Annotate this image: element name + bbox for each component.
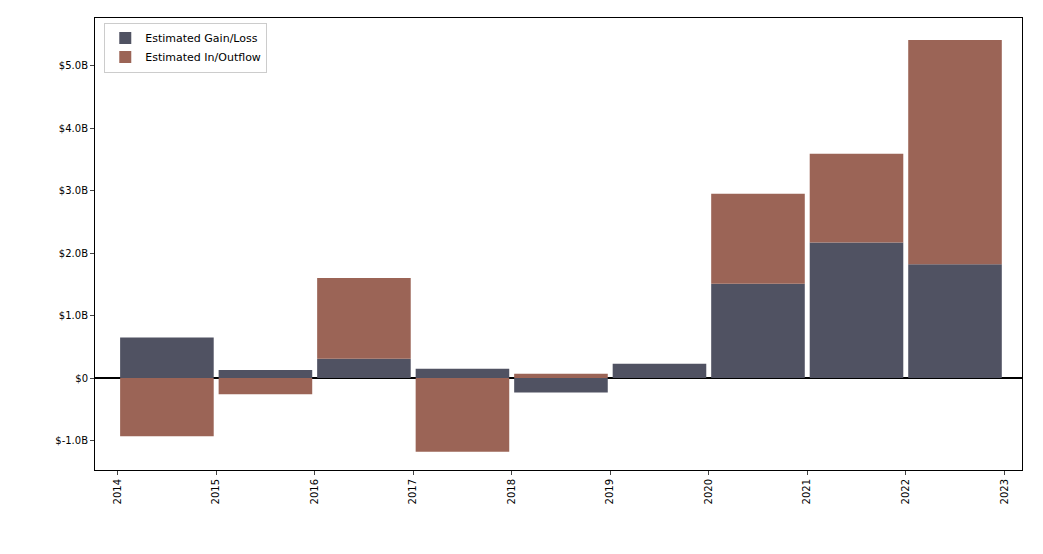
svg-text:2017: 2017 — [407, 479, 418, 504]
svg-text:$5.0B: $5.0B — [59, 60, 88, 71]
svg-text:2018: 2018 — [506, 479, 517, 504]
svg-text:Estimated Gain/Loss: Estimated Gain/Loss — [145, 32, 257, 45]
svg-text:$2.0B: $2.0B — [59, 248, 88, 259]
svg-text:2015: 2015 — [210, 479, 221, 504]
svg-text:$1.0B: $1.0B — [59, 310, 88, 321]
svg-text:$3.0B: $3.0B — [59, 185, 88, 196]
svg-text:$-1.0B: $-1.0B — [55, 435, 88, 446]
svg-text:2022: 2022 — [900, 479, 911, 504]
svg-text:2023: 2023 — [999, 479, 1010, 504]
svg-text:2021: 2021 — [801, 479, 812, 504]
svg-text:$4.0B: $4.0B — [59, 123, 88, 134]
svg-text:2020: 2020 — [703, 479, 714, 504]
svg-text:2014: 2014 — [112, 479, 123, 504]
svg-text:Estimated In/Outflow: Estimated In/Outflow — [145, 51, 261, 64]
svg-text:2019: 2019 — [604, 479, 615, 504]
svg-text:$0: $0 — [75, 373, 88, 384]
svg-text:2016: 2016 — [309, 479, 320, 504]
